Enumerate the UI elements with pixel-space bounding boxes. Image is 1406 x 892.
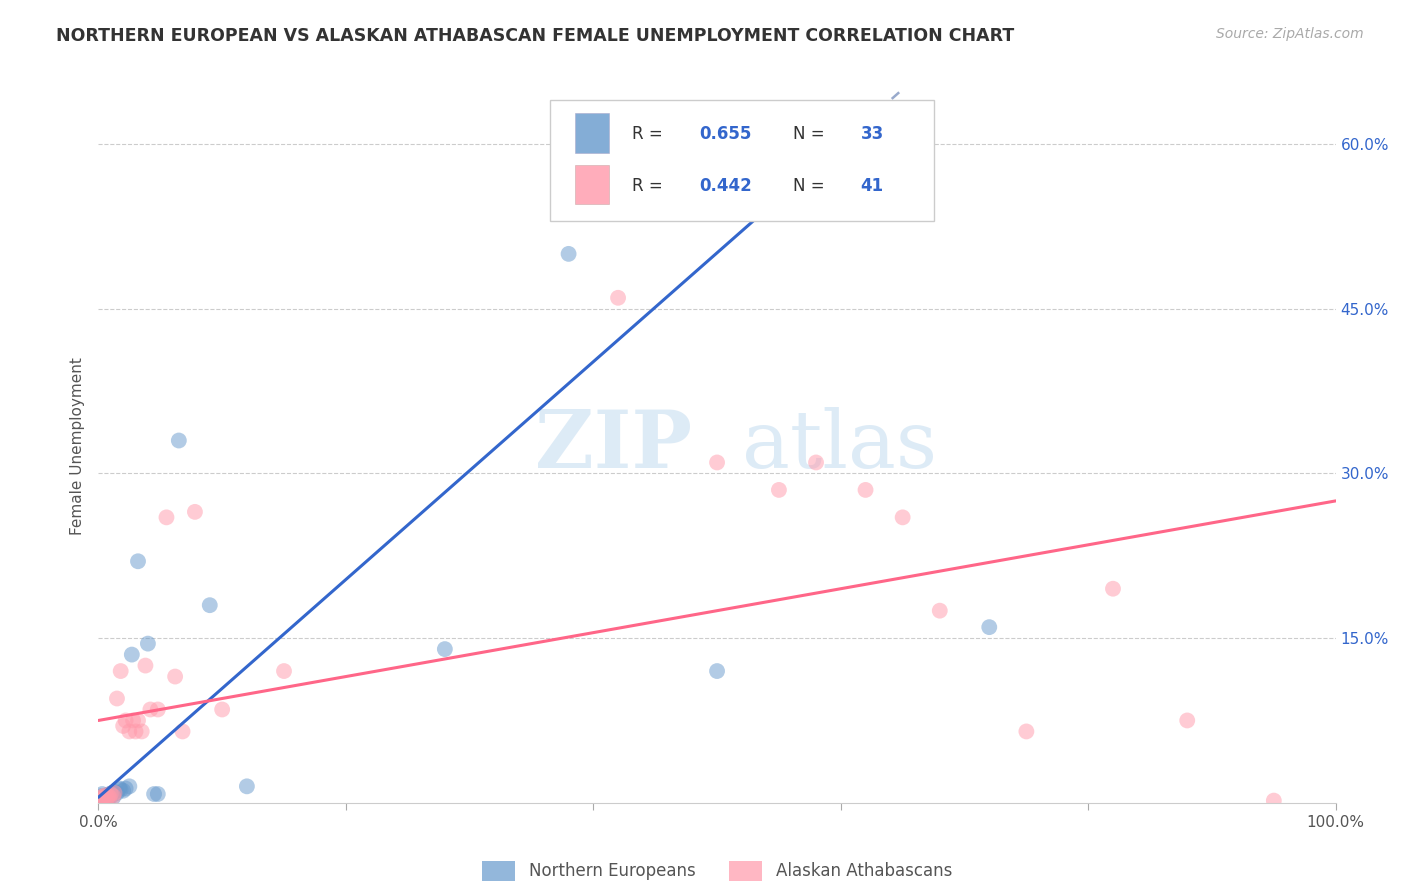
Point <box>928 604 950 618</box>
FancyBboxPatch shape <box>575 165 609 204</box>
Point <box>855 483 877 497</box>
Point <box>557 247 579 261</box>
Point <box>103 789 125 804</box>
Point <box>143 787 166 801</box>
Point <box>97 791 120 805</box>
Point <box>1175 714 1198 728</box>
Point <box>118 724 141 739</box>
Text: 41: 41 <box>860 177 884 194</box>
Text: Source: ZipAtlas.com: Source: ZipAtlas.com <box>1216 27 1364 41</box>
Point <box>236 780 259 794</box>
Point <box>114 714 136 728</box>
Text: R =: R = <box>631 125 668 144</box>
Point <box>134 658 156 673</box>
Point <box>1263 794 1285 808</box>
Point <box>100 789 122 804</box>
Point <box>110 782 132 797</box>
Point <box>93 791 115 805</box>
Text: NORTHERN EUROPEAN VS ALASKAN ATHABASCAN FEMALE UNEMPLOYMENT CORRELATION CHART: NORTHERN EUROPEAN VS ALASKAN ATHABASCAN … <box>56 27 1015 45</box>
Point <box>89 792 111 806</box>
Text: N =: N = <box>793 125 830 144</box>
Point <box>146 702 169 716</box>
Point <box>105 786 128 800</box>
Text: 33: 33 <box>860 125 884 144</box>
Point <box>98 790 121 805</box>
Point <box>98 787 121 801</box>
Point <box>146 787 169 801</box>
Text: 0.655: 0.655 <box>700 125 752 144</box>
Y-axis label: Female Unemployment: Female Unemployment <box>69 357 84 535</box>
Point <box>105 691 128 706</box>
Point <box>103 785 125 799</box>
Point <box>136 637 159 651</box>
Point <box>94 788 117 802</box>
Point <box>97 789 120 804</box>
Point <box>706 664 728 678</box>
Point <box>90 789 112 804</box>
Point <box>91 791 114 805</box>
Point <box>93 789 115 804</box>
Point <box>433 642 456 657</box>
Point <box>90 791 112 805</box>
Point <box>93 790 115 805</box>
Point <box>127 714 149 728</box>
Point <box>1015 724 1038 739</box>
Text: ZIP: ZIP <box>536 407 692 485</box>
Point <box>114 781 136 796</box>
Legend: Northern Europeans, Alaskan Athabascans: Northern Europeans, Alaskan Athabascans <box>475 855 959 888</box>
Point <box>131 724 153 739</box>
Point <box>198 598 221 612</box>
FancyBboxPatch shape <box>550 100 934 221</box>
Point <box>184 505 207 519</box>
Point <box>139 702 162 716</box>
Point <box>273 664 295 678</box>
Point <box>101 786 124 800</box>
Point <box>165 669 187 683</box>
Point <box>110 664 132 678</box>
Point <box>91 787 114 801</box>
Text: R =: R = <box>631 177 668 194</box>
Point <box>103 790 125 805</box>
Point <box>1102 582 1125 596</box>
Point <box>100 787 122 801</box>
Point <box>103 786 125 800</box>
Point <box>93 790 115 805</box>
Point <box>607 291 630 305</box>
Point <box>706 455 728 469</box>
Point <box>91 792 114 806</box>
Point <box>979 620 1001 634</box>
Point <box>167 434 190 448</box>
Point <box>112 783 135 797</box>
Point <box>155 510 177 524</box>
Point <box>211 702 233 716</box>
Point <box>90 790 112 805</box>
Text: atlas: atlas <box>742 407 936 485</box>
Point <box>89 794 111 808</box>
Point <box>94 789 117 804</box>
Point <box>768 483 790 497</box>
Point <box>891 510 914 524</box>
Point <box>108 781 131 796</box>
Text: N =: N = <box>793 177 830 194</box>
Point <box>124 724 146 739</box>
Point <box>96 791 118 805</box>
Point <box>804 455 827 469</box>
Text: 0.442: 0.442 <box>700 177 752 194</box>
FancyBboxPatch shape <box>575 113 609 153</box>
Point <box>118 780 141 794</box>
Point <box>121 648 143 662</box>
Point <box>122 714 145 728</box>
Point <box>127 554 149 568</box>
Point <box>96 788 118 802</box>
Point <box>112 719 135 733</box>
Point <box>172 724 194 739</box>
